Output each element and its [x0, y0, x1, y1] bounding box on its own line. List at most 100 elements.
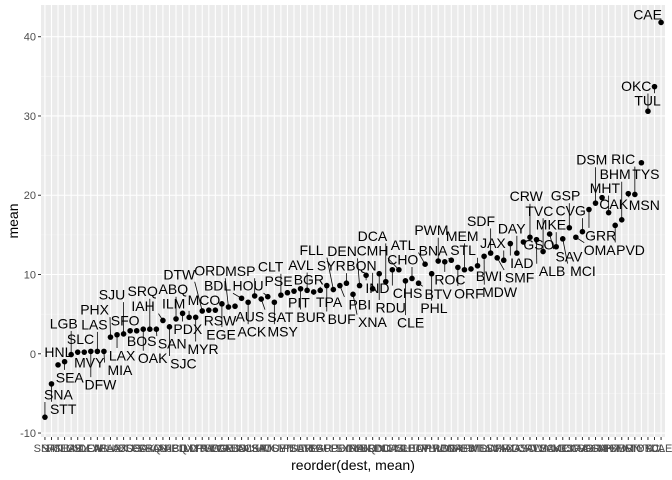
x-tick-label: ILM	[180, 443, 198, 455]
x-axis-title: reorder(dest, mean)	[291, 457, 415, 473]
data-point	[140, 326, 147, 332]
point-label: CAE	[633, 7, 662, 23]
data-point	[520, 239, 527, 245]
data-point	[382, 278, 389, 285]
data-point	[566, 224, 573, 231]
data-point	[199, 308, 206, 314]
point-label: SJC	[170, 356, 196, 372]
data-point	[618, 217, 625, 223]
point-label: SAT	[267, 309, 294, 325]
x-tick-label: MSY	[262, 443, 287, 455]
x-tick-label: MDW	[470, 443, 498, 455]
label-leader-line	[352, 294, 358, 315]
data-point	[573, 234, 579, 241]
x-tick-label: ORD	[216, 443, 241, 455]
data-point	[205, 307, 212, 313]
x-tick-label: MYR	[183, 443, 208, 455]
data-point	[540, 248, 546, 255]
point-label: IND	[365, 280, 389, 296]
point-label: ILM	[162, 295, 185, 311]
x-tick-label: SAV	[539, 443, 561, 455]
x-tick-label: TPA	[303, 443, 324, 455]
x-tick-label: OAK	[132, 443, 156, 455]
x-tick-label: PSE	[283, 443, 305, 455]
x-tick-label: IAH	[154, 443, 172, 455]
data-point	[337, 282, 343, 289]
x-tick-label: ATL	[415, 443, 434, 455]
point-label: CLE	[397, 315, 424, 331]
data-point	[304, 287, 310, 294]
data-point	[369, 285, 376, 292]
x-tick-label: BDL	[231, 443, 252, 455]
x-tick-label: JAX	[494, 443, 515, 455]
data-point	[553, 243, 559, 250]
point-label: SMF	[505, 270, 535, 286]
data-point	[219, 301, 225, 307]
data-point	[363, 272, 369, 279]
x-tick-label: DCA	[374, 443, 398, 455]
data-point	[284, 289, 291, 296]
point-label: BNA	[419, 243, 448, 259]
point-label: STT	[50, 401, 77, 417]
point-label: JAX	[480, 235, 506, 251]
label-leader-line	[224, 278, 229, 308]
data-point	[428, 270, 435, 277]
point-label: RDU	[375, 299, 405, 315]
x-tick-label: BNA	[440, 443, 463, 455]
data-point	[133, 327, 140, 334]
data-point	[500, 257, 507, 264]
point-label: BDL	[204, 278, 231, 294]
y-tick-label: 40	[24, 32, 36, 44]
x-tick-label: SMF	[486, 443, 510, 455]
point-label: SEA	[56, 369, 85, 385]
data-point	[343, 280, 350, 287]
point-label: TYS	[632, 166, 659, 182]
x-tick-label: HOU	[256, 443, 281, 455]
x-tick-label: EGE	[210, 443, 233, 455]
x-tick-label: STL	[467, 443, 487, 455]
point-label: MEM	[446, 228, 479, 244]
point-label: MCI	[570, 263, 596, 279]
x-tick-label: MVY	[66, 443, 91, 455]
label-leader-line	[357, 258, 360, 286]
x-tick-label: CHO	[400, 443, 425, 455]
x-tick-label: TVC	[532, 443, 554, 455]
data-point	[468, 266, 474, 272]
x-tick-label: ACK	[237, 443, 260, 455]
point-label: CLT	[258, 258, 284, 274]
x-tick-label: PVD	[604, 443, 627, 455]
data-point	[514, 250, 520, 256]
point-label: MSY	[267, 324, 298, 340]
point-label: MYR	[188, 341, 219, 357]
x-tick-label: BQN	[361, 443, 385, 455]
x-tick-label: SLC	[74, 443, 95, 455]
point-label: ACK	[237, 324, 266, 340]
x-tick-label: GRR	[577, 443, 602, 455]
data-point	[173, 316, 179, 322]
point-label: LGB	[50, 315, 78, 331]
data-point	[494, 255, 501, 261]
data-point	[527, 234, 533, 241]
x-tick-label: MHT	[597, 443, 621, 455]
data-point	[389, 266, 396, 273]
x-tick-label: XNA	[342, 443, 365, 455]
data-point	[258, 296, 265, 302]
point-label: PHX	[80, 302, 109, 318]
point-label: ATL	[391, 237, 416, 253]
y-axis: -10 0 10 20 30 40	[20, 32, 41, 440]
point-label: TUL	[634, 93, 661, 109]
x-tick-label: OMA	[563, 443, 589, 455]
data-point	[632, 191, 638, 198]
point-label: SNA	[44, 387, 73, 403]
x-tick-label: SJU	[113, 443, 134, 455]
point-label: BUF	[328, 311, 356, 327]
data-point	[317, 287, 324, 294]
data-point	[415, 280, 422, 287]
x-tick-label: GSP	[558, 443, 581, 455]
data-point	[586, 206, 592, 213]
x-tick-label: DAY	[506, 443, 528, 455]
x-tick-label: SJC	[159, 443, 180, 455]
data-point	[153, 326, 160, 332]
point-label: BWI	[476, 268, 502, 284]
